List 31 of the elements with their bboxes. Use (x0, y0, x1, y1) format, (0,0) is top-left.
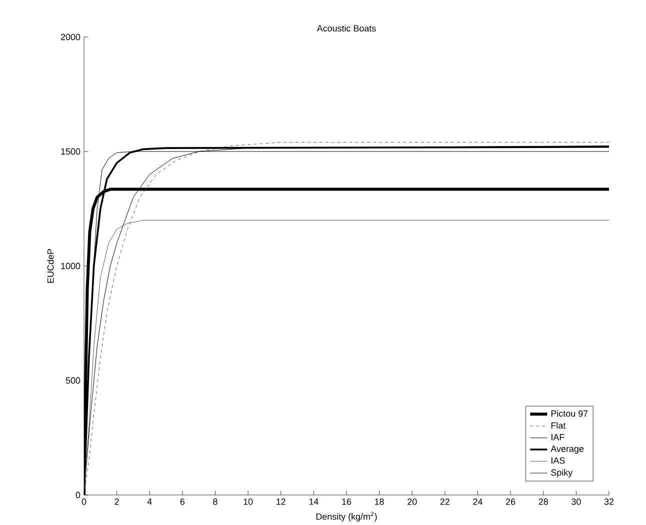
x-tick-label: 0 (82, 498, 86, 505)
x-tick-label: 16 (342, 498, 352, 505)
x-tick-label: 28 (538, 498, 548, 505)
y-tick-label: 1500 (61, 148, 80, 155)
x-axis-title: Density (kg/m$^{2}$) (316, 512, 377, 522)
x-tick-label: 4 (147, 498, 152, 505)
x-tick-label: 26 (506, 498, 516, 505)
legend-label: Average (550, 446, 584, 454)
x-tick-label: 2 (114, 498, 119, 505)
legend-label: Flat (551, 422, 566, 429)
x-tick-label: 18 (375, 498, 384, 505)
x-tick-label: 8 (213, 498, 218, 505)
x-tick-label: 14 (309, 498, 318, 505)
y-tick-label: 0 (76, 492, 80, 498)
x-tick-label: 20 (408, 498, 417, 505)
y-tick-label: 2000 (60, 34, 80, 40)
y-tick-label: 1000 (61, 262, 80, 270)
x-tick-label: 32 (604, 498, 614, 505)
x-tick-label: 10 (244, 498, 253, 505)
x-tick-label: 12 (276, 498, 286, 505)
y-tick-label: 500 (66, 377, 80, 384)
x-tick-label: 6 (180, 498, 185, 505)
chart-title: Acoustic Boats (316, 24, 376, 32)
legend-label: IAF (552, 434, 564, 440)
legend-label: IAS (552, 457, 565, 464)
legend-label: Spiky (551, 469, 573, 478)
x-tick-label: 24 (473, 498, 482, 505)
x-tick-label: 22 (440, 498, 450, 505)
legend-label: Pictou 97 (551, 410, 588, 417)
x-tick-label: 30 (572, 498, 581, 505)
y-axis-title: EUCdeP (47, 249, 54, 283)
